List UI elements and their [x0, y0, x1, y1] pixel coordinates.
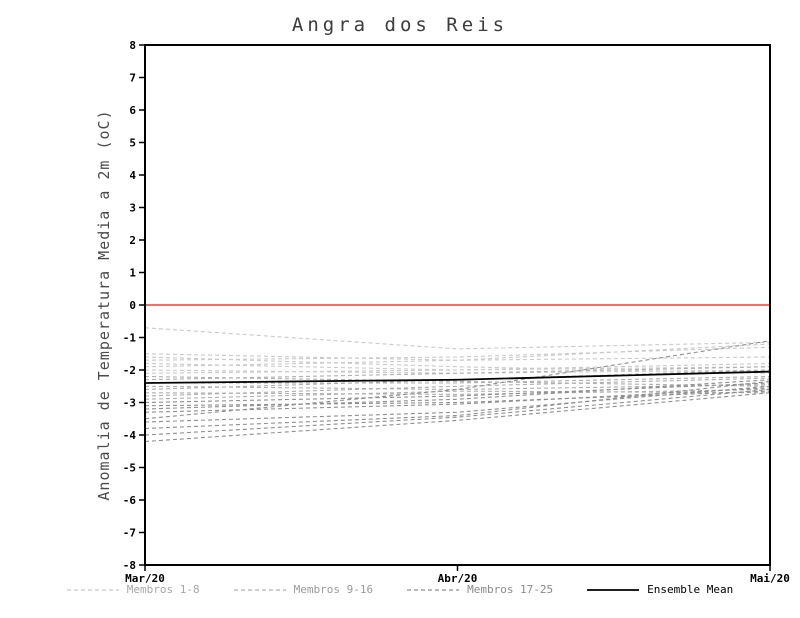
y-tick-label: -7 [123, 527, 136, 540]
legend-solid-line-sample [587, 588, 640, 591]
legend-label: Ensemble Mean [647, 583, 734, 596]
ensemble-member-line [144, 388, 771, 395]
legend-item: Membros 1-8 [66, 583, 200, 596]
ensemble-member-line [144, 390, 771, 400]
legend-item: Membros 9-16 [233, 583, 374, 596]
legend: Membros 1-8 Membros 9-16 Membros 17-25 Ense… [0, 583, 800, 596]
x-tick-label: Mar/20 [125, 572, 165, 585]
ensemble-member-line [144, 366, 771, 381]
y-tick-label: 2 [129, 234, 136, 247]
y-tick-label: -2 [123, 364, 136, 377]
ensemble-member-line [144, 327, 771, 350]
ensemble-member-line [144, 353, 771, 361]
legend-dashed-line-sample [66, 588, 119, 591]
ensemble-member-line [144, 369, 771, 374]
ensemble-member-line [145, 375, 771, 384]
legend-label: Membros 17-25 [467, 583, 554, 596]
y-tick-label: 3 [129, 202, 136, 215]
ensemble-member-line [144, 375, 771, 387]
legend-item: Membros 17-25 [407, 583, 553, 596]
legend-dashed-line-sample [233, 588, 286, 591]
y-tick-label: 4 [129, 169, 136, 182]
ensemble-member-line [144, 343, 771, 368]
y-tick-label: -6 [123, 494, 137, 507]
ensemble-member-line [144, 369, 771, 391]
ensemble-member-line [144, 379, 771, 410]
y-tick-label: 6 [129, 104, 136, 117]
ensemble-member-line [144, 362, 771, 371]
ensemble-member-line [144, 382, 771, 404]
legend-item: Ensemble Mean [587, 583, 733, 596]
chart-title: Angra dos Reis [291, 14, 509, 36]
ensemble-mean-line [144, 370, 771, 384]
x-tick-label: Abr/20 [438, 572, 478, 585]
y-tick-label: 5 [129, 137, 136, 150]
ensemble-member-line [144, 387, 771, 413]
y-tick-label: -1 [123, 332, 137, 345]
y-tick-label: 0 [129, 299, 136, 312]
ensemble-member-line [144, 362, 771, 374]
ensemble-member-line [144, 385, 771, 423]
y-tick-label: -4 [123, 429, 137, 442]
ensemble-member-line [144, 346, 771, 361]
y-tick-label: -8 [123, 559, 136, 572]
legend-label: Membros 1-8 [126, 583, 200, 596]
y-tick-label: 8 [129, 39, 136, 52]
ensemble-member-line [144, 377, 771, 397]
legend-dashed-line-sample [407, 588, 460, 591]
x-tick-label: Mai/20 [750, 572, 790, 585]
y-tick-label: -3 [123, 397, 136, 410]
y-tick-label: -5 [123, 462, 136, 475]
legend-label: Membros 9-16 [293, 583, 374, 596]
y-tick-label: 1 [129, 267, 136, 280]
y-tick-label: 7 [129, 72, 136, 85]
